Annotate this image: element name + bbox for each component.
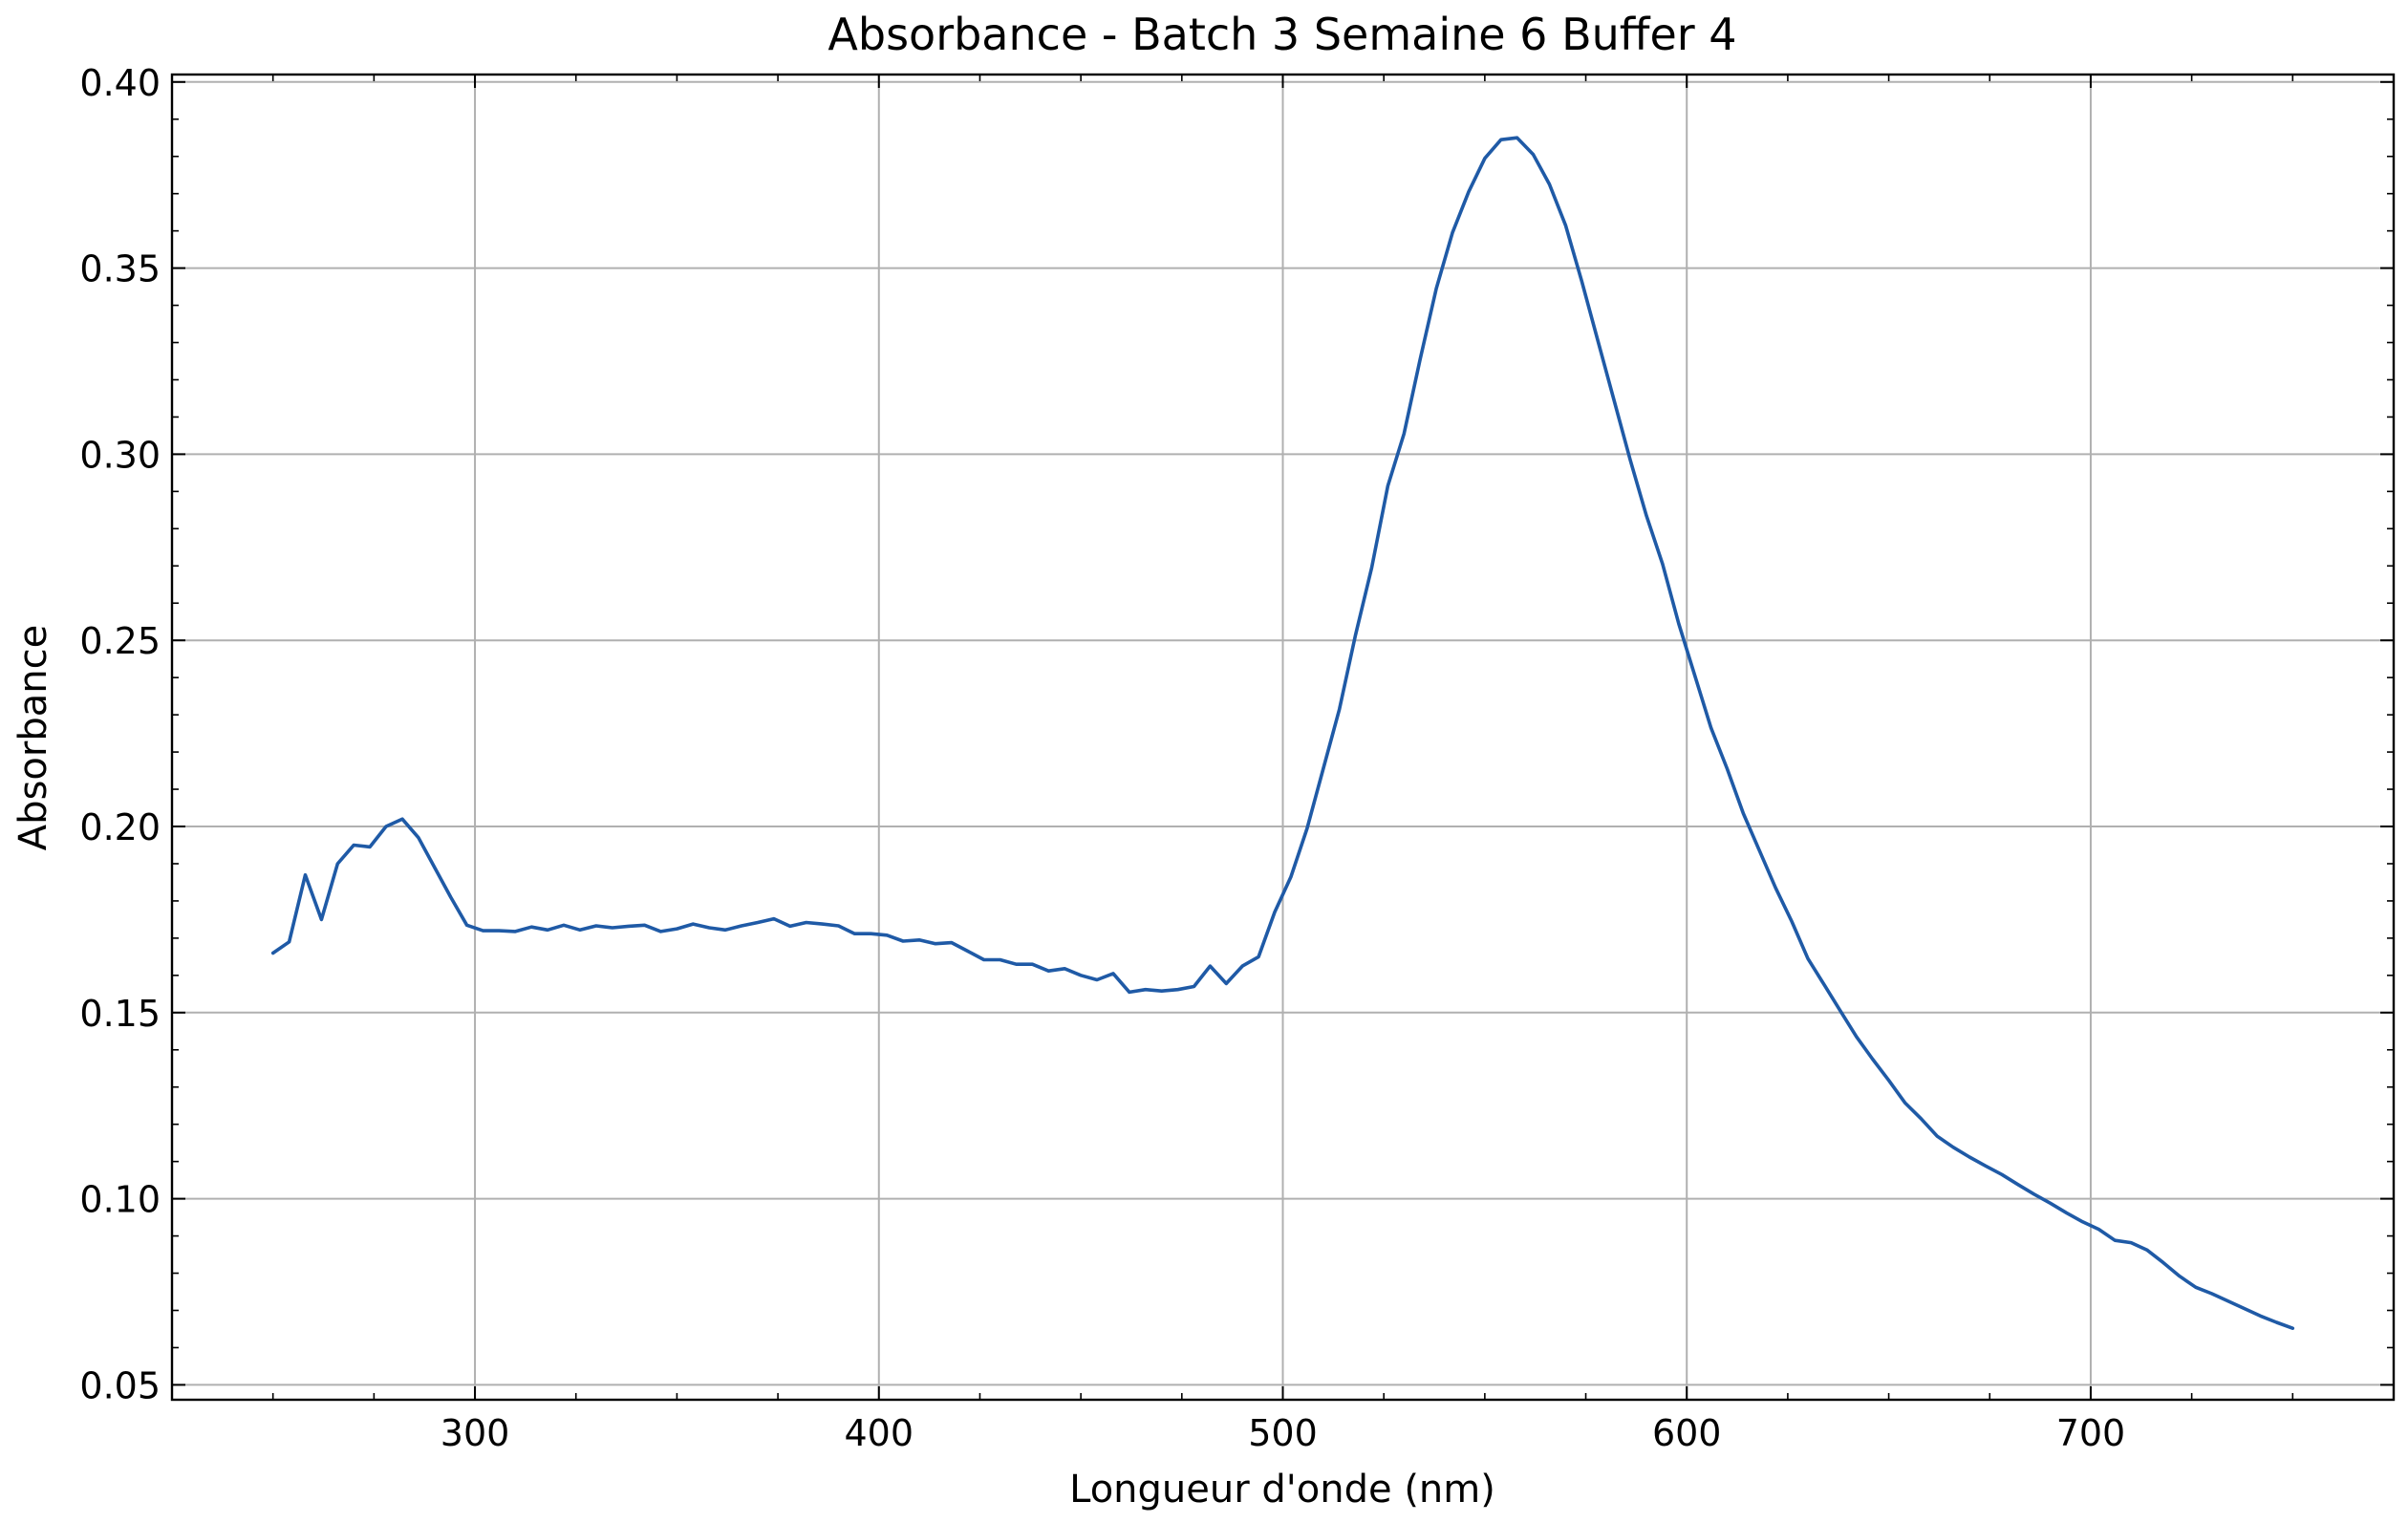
- series-layer: [270, 136, 2295, 1330]
- x-tick-label: 600: [1652, 1412, 1722, 1454]
- y-tick-label: 0.10: [79, 1179, 161, 1221]
- y-tick-label: 0.25: [79, 620, 161, 662]
- x-tick-label: 300: [441, 1412, 510, 1454]
- y-tick-label: 0.20: [79, 806, 161, 848]
- series-line-absorbance: [270, 136, 2295, 1330]
- y-tick-label: 0.30: [79, 434, 161, 476]
- y-tick-label: 0.05: [79, 1364, 161, 1406]
- x-tick-label: 500: [1248, 1412, 1318, 1454]
- y-tick-label: 0.15: [79, 993, 161, 1035]
- y-tick-label: 0.40: [79, 62, 161, 104]
- y-tick-label: 0.35: [79, 248, 161, 290]
- chart-title: Absorbance - Batch 3 Semaine 6 Buffer 4: [828, 9, 1736, 60]
- axis-ticks: 300 400 500 600 700 0.05 0.10 0.15 0.20 0.25 0.30 0…: [79, 62, 2395, 1454]
- x-axis-label: Longueur d'onde (nm): [1069, 1468, 1495, 1512]
- x-tick-label: 700: [2056, 1412, 2126, 1454]
- x-tick-label: 400: [845, 1412, 914, 1454]
- plot-frame: [170, 73, 2396, 1402]
- y-axis-label: Absorbance: [11, 625, 55, 850]
